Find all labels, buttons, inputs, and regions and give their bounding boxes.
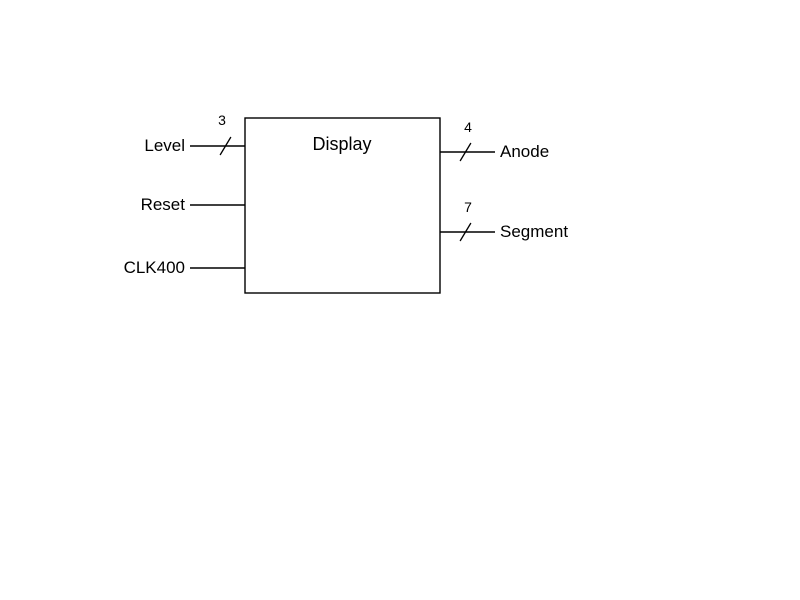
- port-label-right: Segment: [500, 222, 568, 241]
- display-block-title: Display: [312, 134, 371, 154]
- bus-width-label: 3: [218, 112, 226, 128]
- port-label-right: Anode: [500, 142, 549, 161]
- bus-width-label: 4: [464, 119, 472, 135]
- bus-width-label: 7: [464, 199, 472, 215]
- port-label-left: Level: [144, 136, 185, 155]
- port-label-left: Reset: [141, 195, 186, 214]
- port-label-left: CLK400: [124, 258, 185, 277]
